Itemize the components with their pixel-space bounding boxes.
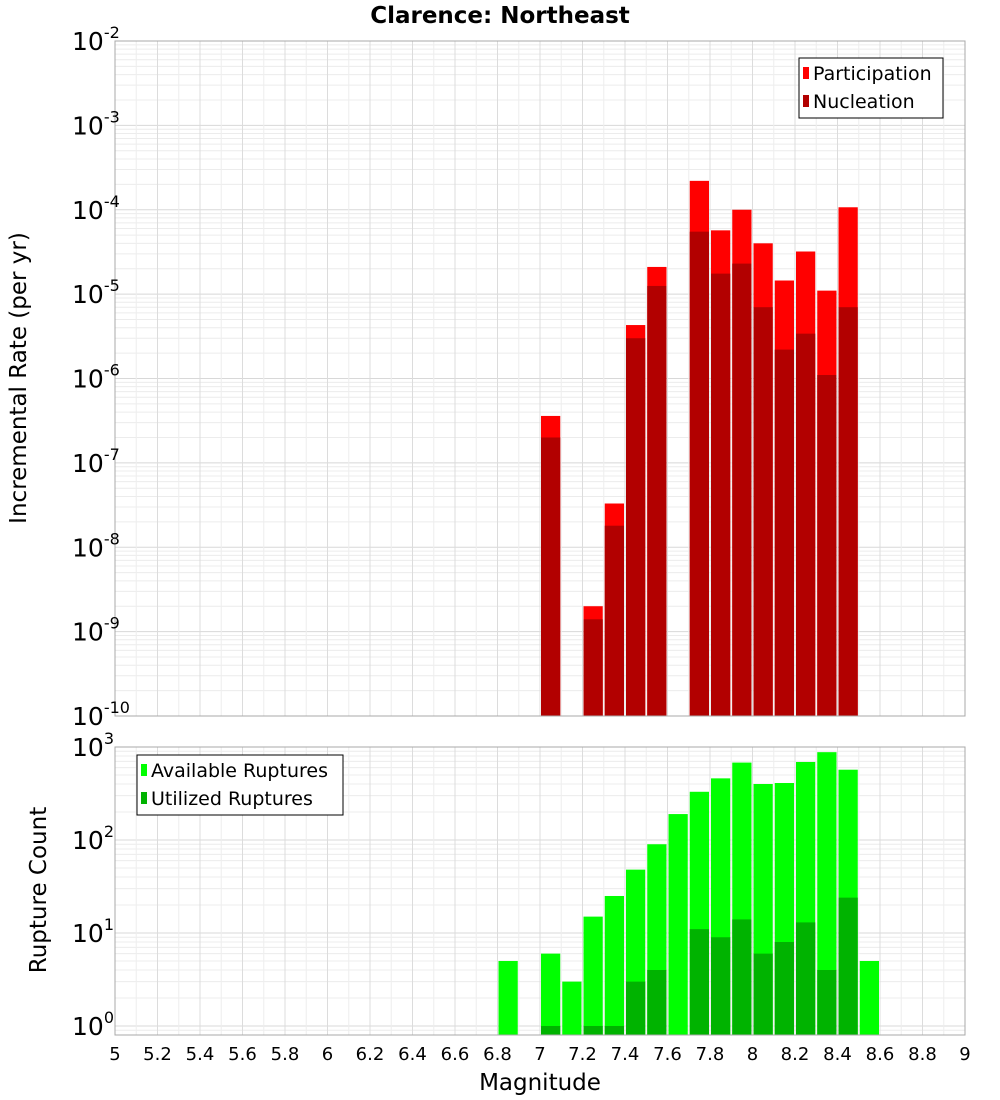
top-bar-nucleation (774, 349, 794, 716)
bottom-panel: 100 101 102 103 5 5.2 5.4 5.6 5.8 6 6.2 6.4 6.6 6.8 7 7… (72, 729, 971, 1065)
x-tick-label: 6 (322, 1044, 333, 1065)
x-tick-label: 8.6 (866, 1044, 895, 1065)
bottom-y-ticks: 100 101 102 103 (72, 729, 114, 1041)
bottom-y-tick-label: 101 (72, 915, 114, 948)
top-bars (541, 180, 858, 717)
bottom-bar-available-ruptures (668, 814, 688, 1035)
bottom-bar-utilized-ruptures (711, 937, 731, 1035)
top-y-tick-label: 10-10 (72, 698, 130, 731)
top-y-ticks: 10-10 10-9 10-8 10-7 10-6 10-5 10-4 10-3 10-2 (72, 23, 130, 731)
x-tick-label: 5 (109, 1044, 120, 1065)
x-tick-label: 7.2 (568, 1044, 597, 1065)
x-tick-label: 9 (959, 1044, 970, 1065)
legend-label-participation: Participation (813, 63, 932, 85)
top-bar-nucleation (689, 231, 709, 716)
top-y-tick-label: 10-7 (72, 445, 120, 478)
legend-swatch-participation (803, 67, 809, 79)
x-tick-label: 5.6 (228, 1044, 257, 1065)
bottom-bar-utilized-ruptures (732, 919, 752, 1035)
bottom-bar-utilized-ruptures (604, 1025, 624, 1035)
top-y-tick-label: 10-3 (72, 107, 120, 140)
bottom-bar-utilized-ruptures (817, 969, 837, 1035)
top-bar-nucleation (541, 437, 561, 716)
x-tick-label: 7.8 (696, 1044, 725, 1065)
chart-title: Clarence: Northeast (370, 3, 630, 29)
bottom-bar-available-ruptures (562, 981, 582, 1035)
top-bar-nucleation (732, 263, 752, 716)
x-tick-label: 7 (534, 1044, 545, 1065)
top-legend: Participation Nucleation (798, 57, 944, 119)
x-tick-label: 5.4 (186, 1044, 215, 1065)
x-tick-label: 8.4 (823, 1044, 852, 1065)
top-y-tick-label: 10-9 (72, 614, 120, 647)
bottom-bar-utilized-ruptures (838, 897, 858, 1035)
x-tick-label: 7.6 (653, 1044, 682, 1065)
top-plot-frame (114, 40, 966, 717)
legend-label-utilized-ruptures: Utilized Ruptures (151, 788, 313, 810)
top-bar-nucleation (838, 307, 858, 716)
top-y-tick-label: 10-4 (72, 192, 120, 225)
bottom-bar-utilized-ruptures (647, 969, 667, 1035)
legend-swatch-nucleation (803, 95, 809, 107)
bottom-bar-available-ruptures (817, 752, 837, 1035)
x-tick-label: 8.2 (781, 1044, 810, 1065)
top-y-tick-label: 10-6 (72, 361, 120, 394)
top-panel: 10-10 10-9 10-8 10-7 10-6 10-5 10-4 10-3 10-2 Par… (72, 23, 966, 731)
bottom-bars (498, 752, 879, 1035)
top-bar-nucleation (796, 333, 816, 716)
bottom-bar-utilized-ruptures (796, 922, 816, 1035)
bottom-bar-available-ruptures (583, 916, 603, 1035)
top-bar-nucleation (711, 273, 731, 716)
legend-label-nucleation: Nucleation (813, 91, 915, 113)
legend-swatch-utilized-ruptures (141, 792, 147, 804)
bottom-legend-box (136, 754, 344, 816)
bottom-bar-available-ruptures (498, 960, 518, 1035)
top-bar-nucleation (817, 375, 837, 716)
x-tick-label: 5.8 (271, 1044, 300, 1065)
top-y-tick-label: 10-5 (72, 276, 120, 309)
x-tick-label: 6.8 (483, 1044, 512, 1065)
bottom-y-tick-label: 103 (72, 729, 114, 762)
x-tick-label: 6.6 (441, 1044, 470, 1065)
top-y-axis-label: Incremental Rate (per yr) (6, 232, 32, 524)
bottom-bar-available-ruptures (541, 953, 561, 1035)
x-tick-label: 7.4 (611, 1044, 640, 1065)
bottom-y-axis-label: Rupture Count (26, 807, 52, 973)
top-grid (114, 40, 966, 717)
bottom-y-tick-label: 100 (72, 1008, 114, 1041)
top-bar-nucleation (753, 307, 773, 716)
legend-swatch-available-ruptures (141, 764, 147, 776)
bottom-bar-utilized-ruptures (753, 953, 773, 1035)
top-y-tick-label: 10-2 (72, 23, 120, 56)
x-tick-label: 6.4 (398, 1044, 427, 1065)
bottom-bar-available-ruptures (604, 895, 624, 1035)
bottom-bar-utilized-ruptures (583, 1025, 603, 1035)
x-axis-label: Magnitude (479, 1070, 601, 1096)
bottom-bar-available-ruptures (859, 960, 879, 1035)
top-legend-box (798, 57, 944, 119)
top-bar-nucleation (647, 285, 667, 716)
x-tick-label: 5.2 (143, 1044, 172, 1065)
bottom-bar-utilized-ruptures (626, 981, 646, 1035)
x-tick-label: 8.8 (908, 1044, 937, 1065)
x-tick-label: 8 (747, 1044, 758, 1065)
top-bar-nucleation (583, 619, 603, 716)
top-y-tick-label: 10-8 (72, 529, 120, 562)
bottom-y-tick-label: 102 (72, 822, 114, 855)
bottom-plot-frame (114, 746, 966, 1036)
bottom-legend: Available Ruptures Utilized Ruptures (136, 754, 344, 816)
top-bar-nucleation (626, 338, 646, 716)
legend-label-available-ruptures: Available Ruptures (151, 760, 328, 782)
bottom-bar-utilized-ruptures (689, 929, 709, 1035)
bottom-bar-utilized-ruptures (774, 942, 794, 1035)
bottom-bar-utilized-ruptures (541, 1025, 561, 1035)
x-tick-label: 6.2 (356, 1044, 385, 1065)
x-ticks: 5 5.2 5.4 5.6 5.8 6 6.2 6.4 6.6 6.8 7 7.2 7.4 7.6 7.8 8… (109, 1044, 970, 1065)
top-bar-nucleation (604, 525, 624, 716)
